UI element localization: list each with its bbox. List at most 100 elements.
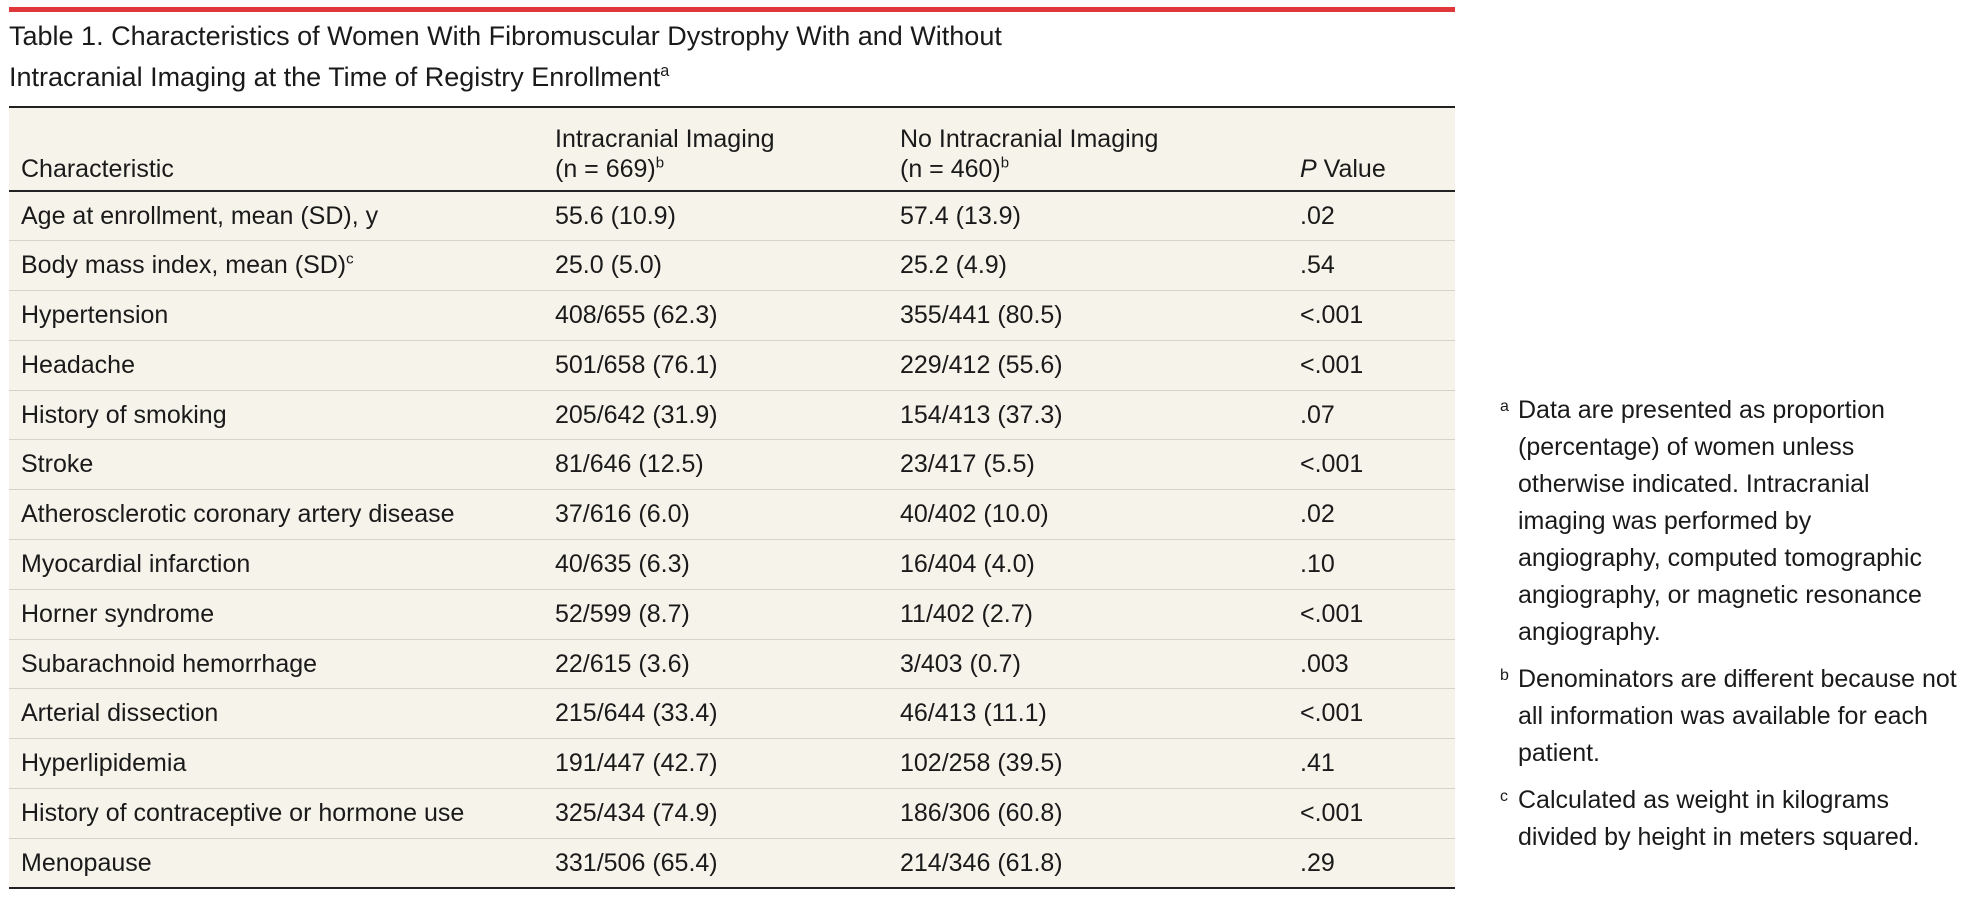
- cell-value: 55.6 (10.9): [555, 201, 676, 230]
- table-body: Age at enrollment, mean (SD), y 55.6 (10.…: [9, 191, 1455, 889]
- table-cell: 23/417 (5.5): [900, 440, 1300, 490]
- table-cell: .41: [1300, 739, 1455, 789]
- table-cell: .02: [1300, 191, 1455, 241]
- table-header: Characteristic Intracranial Imaging (n = …: [9, 107, 1455, 191]
- row-label: Hyperlipidemia: [21, 749, 187, 778]
- table-row: History of contraceptive or hormone use 3…: [9, 789, 1455, 839]
- cell-value: .02: [1300, 201, 1335, 230]
- cell-value: 40/402 (10.0): [900, 500, 1049, 529]
- cell-value: <.001: [1300, 300, 1364, 329]
- footnote-mark: a: [1500, 398, 1509, 415]
- table-cell: 186/306 (60.8): [900, 789, 1300, 839]
- cell-value: .29: [1300, 848, 1335, 877]
- table-cell: Horner syndrome: [9, 589, 555, 639]
- table-cell: 214/346 (61.8): [900, 838, 1300, 888]
- table-cell: 46/413 (11.1): [900, 689, 1300, 739]
- cell-value: 81/646 (12.5): [555, 450, 704, 479]
- table-cell: 229/412 (55.6): [900, 340, 1300, 390]
- cell-value: 186/306 (60.8): [900, 798, 1063, 827]
- table-cell: Stroke: [9, 440, 555, 490]
- row-label: Myocardial infarction: [21, 549, 251, 578]
- cell-value: 205/642 (31.9): [555, 400, 718, 429]
- table-cell: Menopause: [9, 838, 555, 888]
- header-text: (n = 460): [900, 155, 1001, 183]
- row-label: Body mass index, mean (SD): [21, 251, 347, 280]
- table-cell: .54: [1300, 241, 1455, 291]
- footnote: a Data are presented as proportion (perce…: [1500, 392, 1960, 651]
- table-cell: Body mass index, mean (SD)c: [9, 241, 555, 291]
- table-title: Table 1. Characteristics of Women With F…: [9, 16, 1309, 98]
- table-cell: .29: [1300, 838, 1455, 888]
- table-cell: 57.4 (13.9): [900, 191, 1300, 241]
- cell-value: .02: [1300, 500, 1335, 529]
- cell-value: 325/434 (74.9): [555, 798, 718, 827]
- cell-value: 46/413 (11.1): [900, 699, 1047, 728]
- table-row: History of smoking 205/642 (31.9) 154/413 …: [9, 390, 1455, 440]
- table-cell: Hyperlipidemia: [9, 739, 555, 789]
- row-label: Horner syndrome: [21, 599, 215, 628]
- table-cell: <.001: [1300, 291, 1455, 341]
- table-cell: 11/402 (2.7): [900, 589, 1300, 639]
- table-row: Hyperlipidemia 191/447 (42.7) 102/258 (39.…: [9, 739, 1455, 789]
- table-row: Menopause 331/506 (65.4) 214/346 (61.8) .29: [9, 838, 1455, 889]
- table-cell: History of smoking: [9, 390, 555, 440]
- footnote-mark: b: [655, 154, 665, 172]
- footnote-mark: b: [1500, 667, 1509, 684]
- cell-value: <.001: [1300, 450, 1364, 479]
- cell-value: 52/599 (8.7): [555, 599, 690, 628]
- table-cell: 25.2 (4.9): [900, 241, 1300, 291]
- table-cell: .003: [1300, 639, 1455, 689]
- table-cell: <.001: [1300, 589, 1455, 639]
- table-cell: <.001: [1300, 340, 1455, 390]
- cell-value: 16/404 (4.0): [900, 549, 1035, 578]
- cell-value: 3/403 (0.7): [900, 649, 1021, 678]
- footnote-text: Denominators are different because not a…: [1518, 665, 1957, 767]
- table-cell: 81/646 (12.5): [555, 440, 900, 490]
- table-cell: Myocardial infarction: [9, 540, 555, 590]
- table-cell: 325/434 (74.9): [555, 789, 900, 839]
- table-row: Atherosclerotic coronary artery disease 3…: [9, 490, 1455, 540]
- cell-value: 408/655 (62.3): [555, 300, 718, 329]
- cell-value: .54: [1300, 251, 1335, 280]
- table-cell: .02: [1300, 490, 1455, 540]
- row-label: History of smoking: [21, 400, 227, 429]
- header-text: P: [1300, 155, 1317, 183]
- cell-value: .41: [1300, 749, 1335, 778]
- row-label: Hypertension: [21, 300, 169, 329]
- cell-value: .07: [1300, 400, 1335, 429]
- table-cell: 3/403 (0.7): [900, 639, 1300, 689]
- header-row: Characteristic Intracranial Imaging (n = …: [9, 107, 1455, 191]
- table-cell: 154/413 (37.3): [900, 390, 1300, 440]
- table-row: Horner syndrome 52/599 (8.7) 11/402 (2.7) <…: [9, 589, 1455, 640]
- cell-value: 331/506 (65.4): [555, 848, 718, 877]
- header-cell: No Intracranial Imaging (n = 460)b: [900, 107, 1300, 191]
- table-cell: 215/644 (33.4): [555, 689, 900, 739]
- cell-value: .003: [1300, 649, 1349, 678]
- header-text: (n = 669): [555, 155, 656, 183]
- cell-value: 57.4 (13.9): [900, 201, 1021, 230]
- row-label: Atherosclerotic coronary artery disease: [21, 500, 455, 529]
- header-text: Intracranial Imaging: [555, 125, 775, 153]
- table-cell: Hypertension: [9, 291, 555, 341]
- title-rule: [9, 7, 1455, 12]
- footnote-mark: b: [1000, 154, 1010, 172]
- table-cell: <.001: [1300, 789, 1455, 839]
- title-text: Intracranial Imaging at the Time of Regi…: [9, 62, 661, 92]
- cell-value: <.001: [1300, 699, 1364, 728]
- table-cell: 22/615 (3.6): [555, 639, 900, 689]
- header-cell: P Value: [1300, 107, 1455, 191]
- header-text: Characteristic: [21, 155, 174, 183]
- table-cell: 191/447 (42.7): [555, 739, 900, 789]
- table-cell: Atherosclerotic coronary artery disease: [9, 490, 555, 540]
- table-cell: 205/642 (31.9): [555, 390, 900, 440]
- cell-value: 229/412 (55.6): [900, 350, 1063, 379]
- table-cell: History of contraceptive or hormone use: [9, 789, 555, 839]
- table-cell: 37/616 (6.0): [555, 490, 900, 540]
- row-label: Age at enrollment, mean (SD), y: [21, 201, 379, 230]
- title-line: Table 1. Characteristics of Women With F…: [9, 16, 1309, 57]
- cell-value: 215/644 (33.4): [555, 699, 718, 728]
- table-row: Headache 501/658 (76.1) 229/412 (55.6) <.00…: [9, 340, 1455, 391]
- cell-value: 102/258 (39.5): [900, 749, 1063, 778]
- table-row: Myocardial infarction 40/635 (6.3) 16/404 …: [9, 540, 1455, 590]
